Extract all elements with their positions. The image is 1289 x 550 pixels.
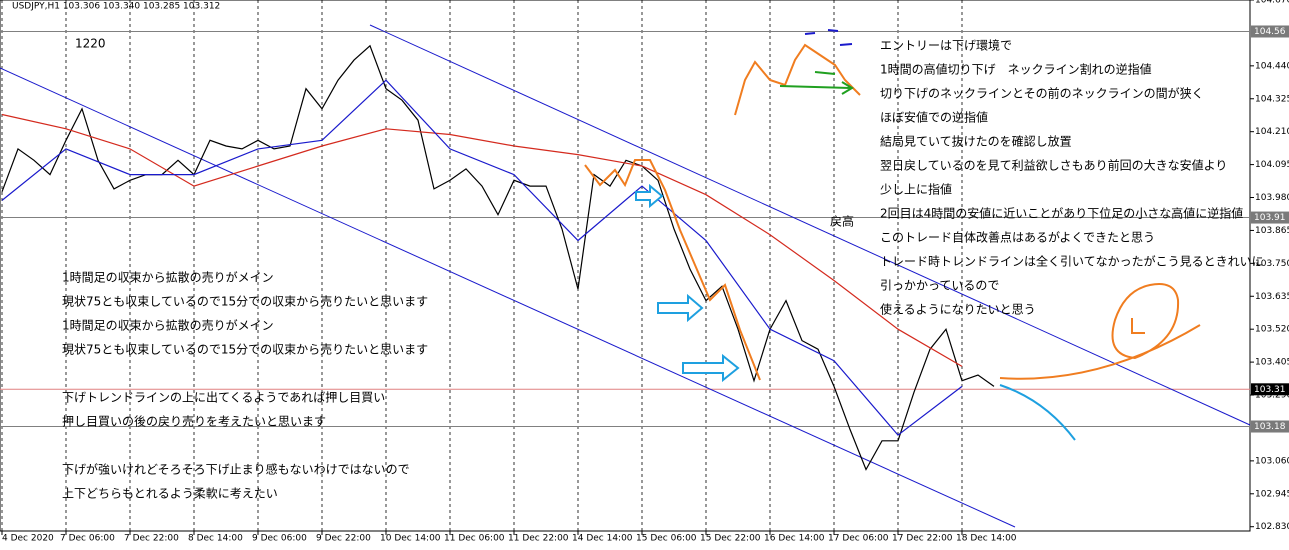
y-tick-label: 104.325 bbox=[1255, 94, 1289, 104]
annotation-stroke bbox=[804, 29, 853, 46]
annotation-stroke bbox=[999, 283, 1201, 380]
y-tick-label: 102.945 bbox=[1255, 489, 1289, 499]
y-tick-label: 103.060 bbox=[1255, 456, 1289, 466]
x-tick-label: 16 Dec 14:00 bbox=[764, 534, 825, 544]
y-tick-label: 103.865 bbox=[1255, 226, 1289, 236]
note-text: 結局見ていて抜けたのを確認し放置 bbox=[880, 134, 1072, 149]
price-level-tag bbox=[1251, 383, 1289, 396]
note-text: 引っかかっているので bbox=[880, 279, 999, 293]
y-tick-label: 103.405 bbox=[1255, 358, 1289, 368]
trend-line bbox=[369, 24, 1251, 426]
note-text: 2回目は4時間の安値に近いことがあり下位足の小さな高値に逆指値 bbox=[880, 206, 1243, 221]
note-text: 下げトレンドラインの上に出てくるようであれば押し目買い bbox=[62, 391, 385, 405]
x-tick-label: 11 Dec 06:00 bbox=[444, 534, 505, 544]
series-line bbox=[1, 113, 963, 367]
annotation-text: 戻高 bbox=[830, 214, 854, 229]
y-tick-label: 104.670 bbox=[1255, 0, 1289, 6]
note-text: 上下どちらもとれるよう柔軟に考えたい bbox=[62, 486, 278, 501]
note-text: エントリーは下げ環境で bbox=[880, 38, 1012, 53]
x-tick-label: 17 Dec 22:00 bbox=[892, 534, 953, 544]
x-tick-label: 7 Dec 22:00 bbox=[124, 534, 179, 544]
y-tick-label: 102.830 bbox=[1255, 522, 1289, 532]
annotation-stroke bbox=[779, 71, 854, 95]
price-level-label: 103.31 bbox=[1254, 385, 1286, 395]
note-text: 切り下げのネックラインとその前のネックラインの間が狭く bbox=[880, 86, 1204, 101]
y-tick-label: 103.980 bbox=[1255, 193, 1289, 203]
series-line bbox=[1, 44, 995, 471]
y-tick-label: 104.210 bbox=[1255, 127, 1289, 137]
x-tick-label: 9 Dec 06:00 bbox=[252, 534, 307, 544]
series-line bbox=[1, 79, 963, 436]
annotation-stroke bbox=[584, 159, 761, 381]
note-text: 1時間の高値切り下げ ネックライン割れの逆指値 bbox=[880, 62, 1152, 77]
note-text: 1時間足の収束から拡散の売りがメイン bbox=[62, 270, 274, 285]
note-text: 現状75とも収束しているので15分での収束から売りたいと思います bbox=[62, 342, 428, 357]
annotation-stroke bbox=[999, 384, 1076, 441]
note-text: 下げが強いけれどそろそろ下げ止まり感もないわけではないので bbox=[62, 462, 410, 477]
x-tick-label: 7 Dec 06:00 bbox=[60, 534, 115, 544]
note-text: このトレード自体改善点はあるがよくできたと思う bbox=[880, 230, 1155, 245]
x-tick-label: 14 Dec 14:00 bbox=[572, 534, 633, 544]
y-tick-label: 103.750 bbox=[1255, 259, 1289, 269]
x-tick-label: 15 Dec 22:00 bbox=[700, 534, 761, 544]
annotation-text: 1220 bbox=[75, 37, 106, 51]
note-text: 翌日戻しているのを見て利益欲しさもあり前回の大きな安値より bbox=[880, 158, 1227, 173]
price-level-tag bbox=[1251, 25, 1289, 38]
annotation-arrow bbox=[635, 183, 740, 383]
price-level-tag bbox=[1251, 420, 1289, 433]
note-text: ほぼ安値での逆指値 bbox=[880, 110, 988, 125]
price-level-label: 103.91 bbox=[1254, 213, 1286, 223]
x-tick-label: 11 Dec 22:00 bbox=[508, 534, 569, 544]
note-text: 少し上に指値 bbox=[880, 182, 952, 197]
x-tick-label: 10 Dec 14:00 bbox=[380, 534, 441, 544]
x-tick-label: 17 Dec 06:00 bbox=[828, 534, 889, 544]
y-tick-label: 103.290 bbox=[1255, 391, 1289, 401]
plot-frame bbox=[0, 0, 1251, 532]
note-text: トレード時トレンドラインは全く引いてなかったがこう見るときれいに bbox=[880, 254, 1264, 269]
price-level-label: 104.56 bbox=[1254, 27, 1286, 37]
y-tick-label: 103.520 bbox=[1255, 325, 1289, 335]
price-level-tag bbox=[1251, 211, 1289, 224]
note-text: 押し目買いの後の戻り売りを考えたいと思います bbox=[62, 414, 326, 429]
annotation-stroke bbox=[734, 43, 861, 116]
x-tick-label: 8 Dec 14:00 bbox=[188, 534, 243, 544]
y-tick-label: 104.095 bbox=[1255, 160, 1289, 170]
x-tick-label: 4 Dec 2020 bbox=[2, 534, 54, 544]
chart-title: USDJPY,H1 103.306 103.340 103.285 103.31… bbox=[12, 2, 220, 12]
price-level-label: 103.18 bbox=[1254, 422, 1286, 432]
x-tick-label: 15 Dec 06:00 bbox=[636, 534, 697, 544]
trend-line bbox=[0, 67, 1016, 528]
y-tick-label: 104.440 bbox=[1255, 61, 1289, 71]
note-text: 使えるようになりたいと思う bbox=[880, 302, 1036, 317]
note-text: 現状75とも収束しているので15分での収束から売りたいと思います bbox=[62, 294, 428, 309]
note-text: 1時間足の収束から拡散の売りがメイン bbox=[62, 318, 274, 333]
x-tick-label: 18 Dec 14:00 bbox=[956, 534, 1017, 544]
y-tick-label: 103.635 bbox=[1255, 292, 1289, 302]
x-tick-label: 9 Dec 22:00 bbox=[316, 534, 371, 544]
